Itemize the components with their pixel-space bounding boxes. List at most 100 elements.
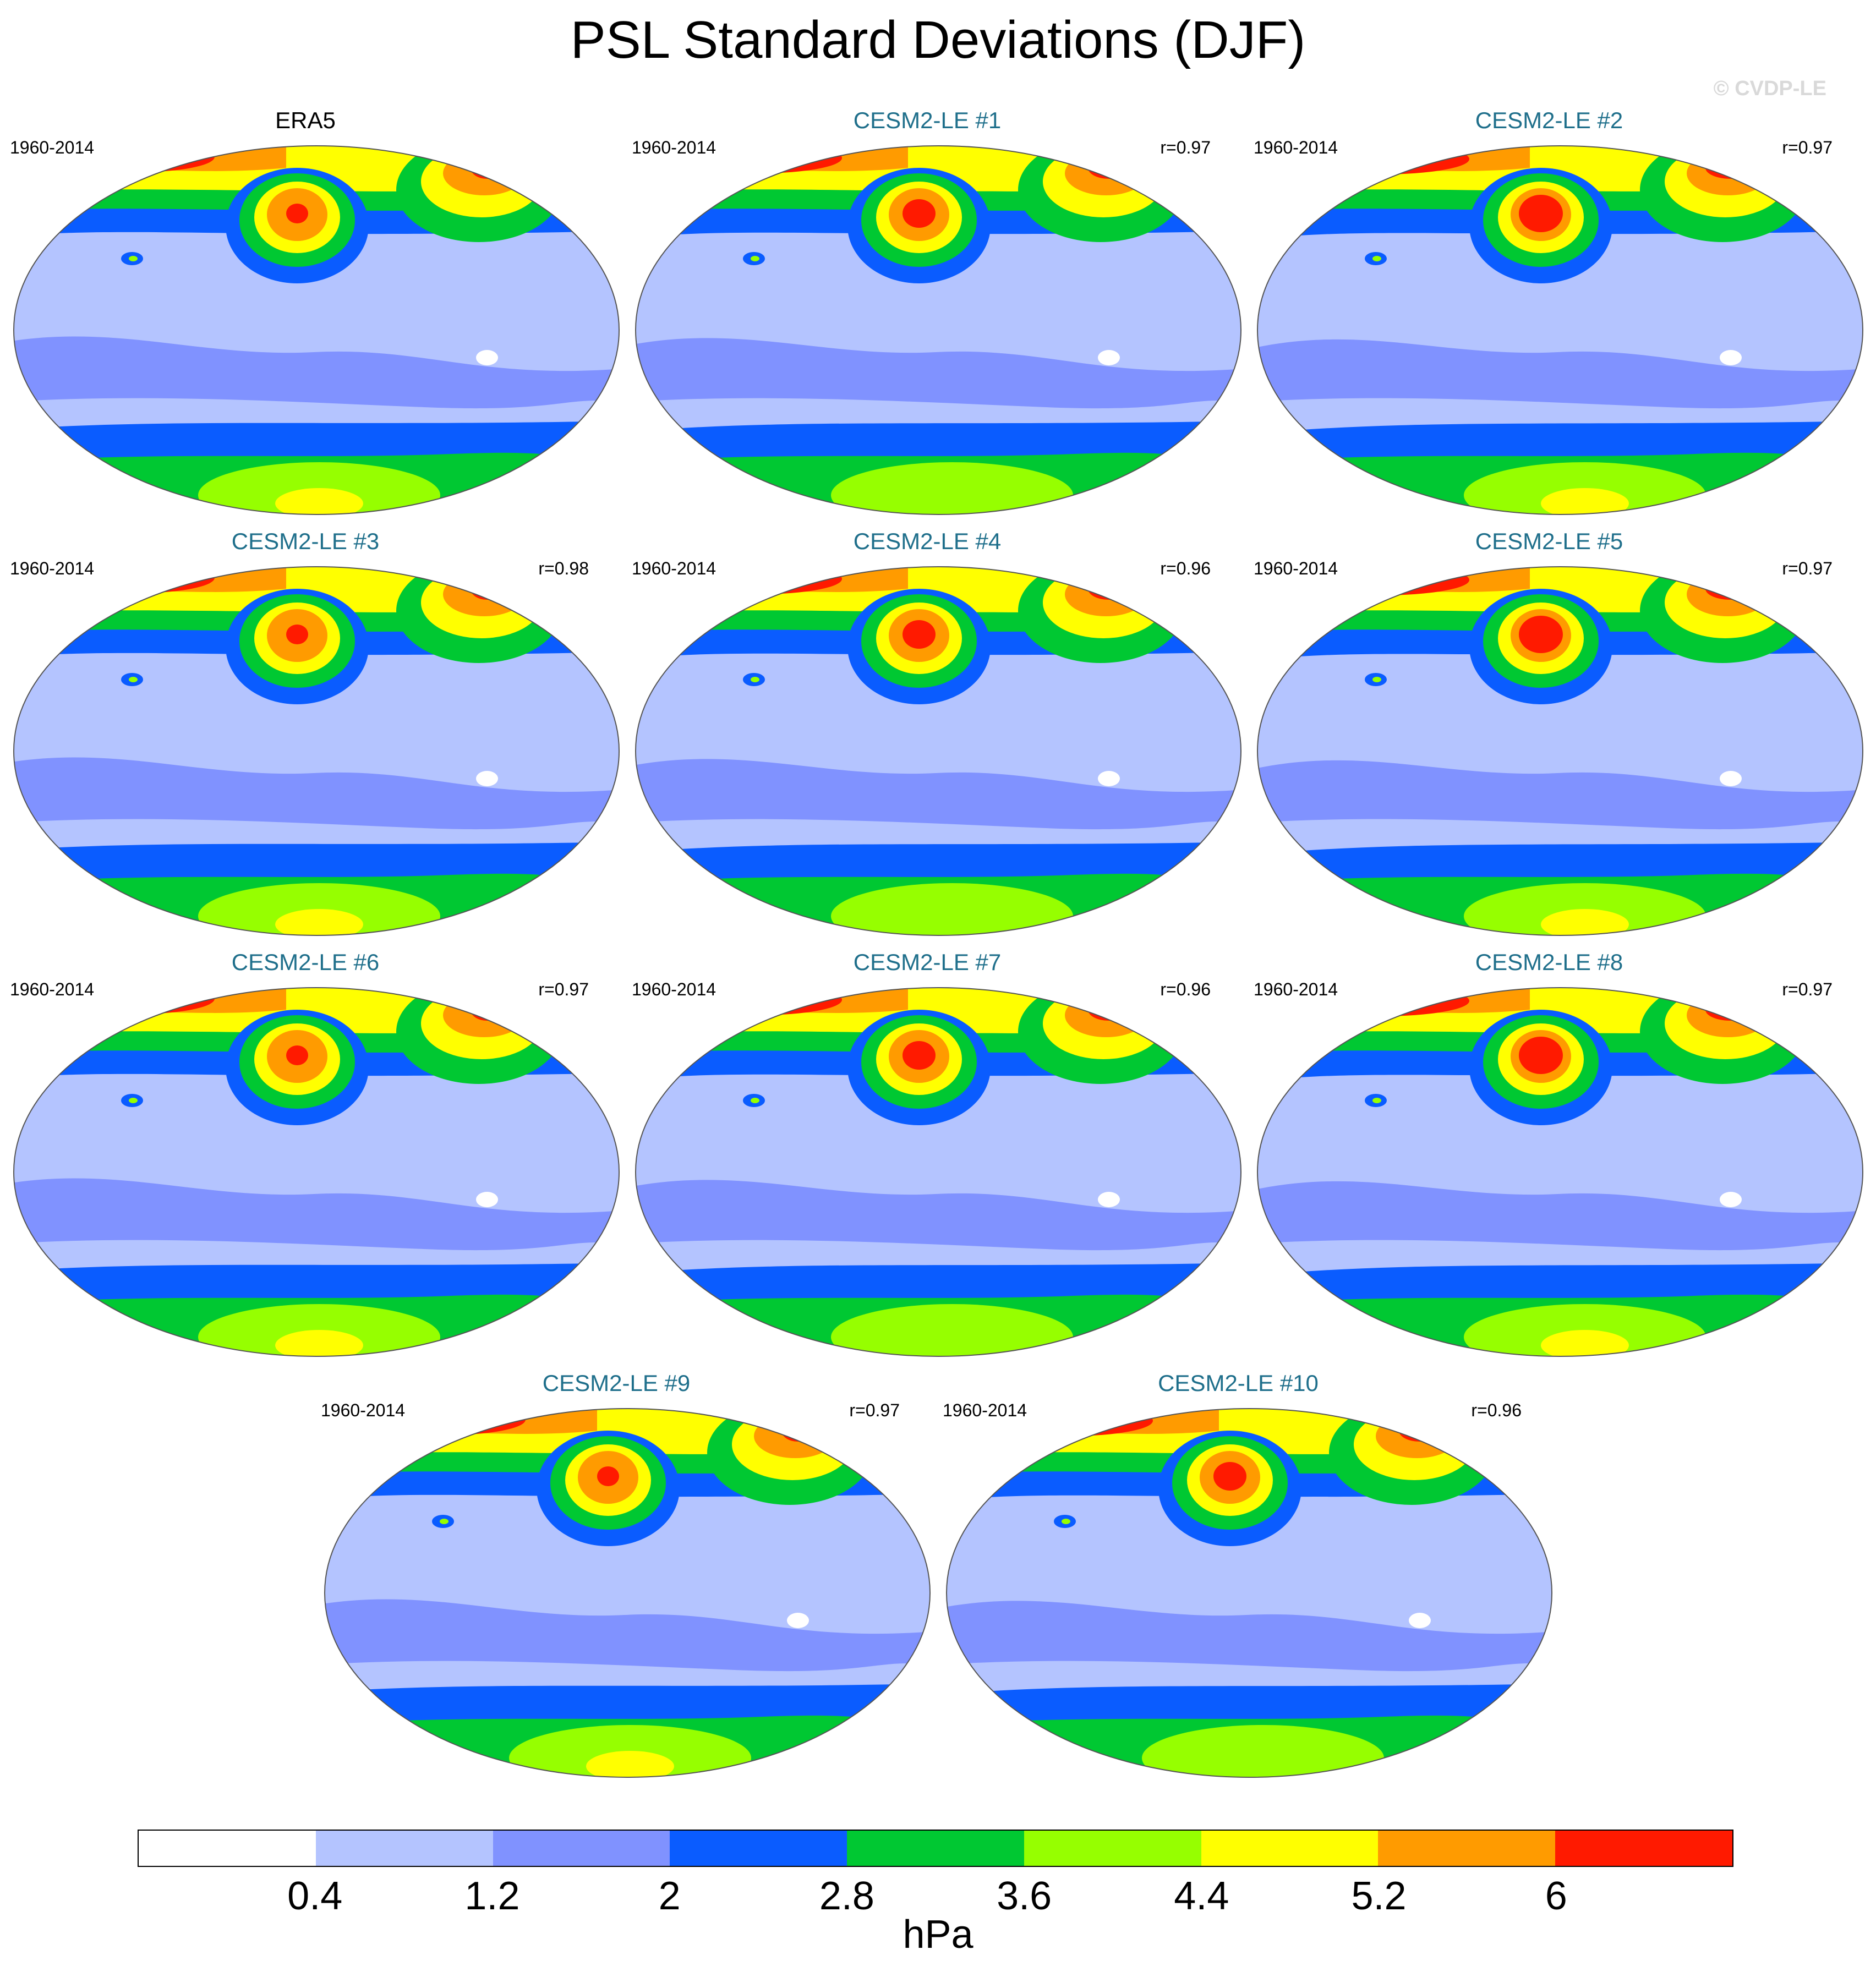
map-panel: CESM2-LE #1 1960-2014 r=0.97 xyxy=(622,107,1241,515)
colorbar-swatch xyxy=(1024,1831,1201,1866)
east-lobe-orange xyxy=(1687,151,1769,195)
colorbar-swatch xyxy=(847,1831,1024,1866)
low-variance-patch xyxy=(1720,350,1742,365)
panel-title: CESM2-LE #10 xyxy=(1158,1370,1319,1396)
colorbar-swatch xyxy=(315,1831,493,1866)
north-pacific-peak xyxy=(988,1409,1153,1436)
antarctic-core xyxy=(275,909,363,935)
antarctic-core xyxy=(1541,488,1629,514)
low-variance-patch xyxy=(476,1192,498,1207)
east-lobe-core xyxy=(1705,578,1756,600)
east-lobe-orange xyxy=(443,572,526,616)
east-lobe-core xyxy=(1705,999,1756,1021)
cyclone-core xyxy=(903,199,936,228)
map-outline xyxy=(13,566,620,936)
cyclone-core xyxy=(597,1466,619,1486)
colorbar-tick-label: 2 xyxy=(658,1874,681,1918)
east-lobe-core xyxy=(471,157,504,179)
panel-title: CESM2-LE #4 xyxy=(853,528,1002,554)
colorbar-tick-label: 0.4 xyxy=(287,1874,343,1918)
east-lobe-core xyxy=(781,1420,814,1442)
east-lobe-orange xyxy=(1065,572,1147,616)
map-plot xyxy=(324,1408,931,1778)
low-variance-patch xyxy=(476,771,498,786)
colorbar-swatch xyxy=(139,1831,316,1866)
map-panel: CESM2-LE #2 1960-2014 r=0.97 xyxy=(1244,107,1863,515)
east-lobe-orange xyxy=(443,151,526,195)
colorbar-tick-label: 3.6 xyxy=(997,1874,1052,1918)
cyclone-core xyxy=(1213,1462,1246,1491)
map-panel: CESM2-LE #3 1960-2014 r=0.98 xyxy=(0,528,620,936)
map-outline xyxy=(1257,145,1863,515)
panel-years: 1960-2014 xyxy=(10,558,95,578)
map-plot xyxy=(635,566,1241,936)
colorbar-tick-label: 5.2 xyxy=(1351,1874,1407,1918)
east-lobe-core xyxy=(1088,157,1130,179)
map-panel: CESM2-LE #9 1960-2014 r=0.97 xyxy=(311,1370,931,1778)
colorbar-swatch xyxy=(1555,1831,1733,1866)
panel-years: 1960-2014 xyxy=(1254,979,1338,999)
panel-title: ERA5 xyxy=(275,107,336,133)
colorbar-tick-label: 2.8 xyxy=(819,1874,874,1918)
cyclone-core xyxy=(286,625,308,644)
east-lobe-core xyxy=(471,578,504,600)
panel-title: CESM2-LE #7 xyxy=(853,949,1002,975)
panel-correlation: r=0.96 xyxy=(1471,1400,1522,1420)
antarctic-core xyxy=(275,1330,363,1356)
north-pacific-orange xyxy=(977,1409,1219,1436)
map-panel: CESM2-LE #7 1960-2014 r=0.96 xyxy=(622,949,1241,1357)
map-plot xyxy=(13,145,620,515)
low-variance-patch xyxy=(1098,1192,1120,1207)
colorbar-swatch xyxy=(1378,1831,1556,1866)
panel-years: 1960-2014 xyxy=(1254,558,1338,578)
panel-title: CESM2-LE #1 xyxy=(853,107,1002,133)
antarctic-core xyxy=(1219,1751,1307,1777)
map-outline xyxy=(946,1408,1552,1778)
panel-title: CESM2-LE #2 xyxy=(1475,107,1623,133)
highland-core xyxy=(1062,1519,1070,1524)
panel-years: 1960-2014 xyxy=(1254,138,1338,157)
panel-correlation: r=0.98 xyxy=(538,558,589,578)
low-variance-patch xyxy=(1098,350,1120,365)
map-panel: ERA5 1960-2014 xyxy=(0,107,620,515)
east-lobe-orange xyxy=(754,1414,836,1458)
low-variance-patch xyxy=(1098,771,1120,786)
panel-years: 1960-2014 xyxy=(632,558,717,578)
cyclone-core xyxy=(286,204,308,223)
north-pacific-orange xyxy=(666,567,908,594)
highland-core xyxy=(440,1519,449,1524)
panel-years: 1960-2014 xyxy=(632,138,717,157)
colorbar-tick-label: 6 xyxy=(1545,1874,1567,1918)
cyclone-core xyxy=(1519,195,1563,232)
panel-correlation: r=0.97 xyxy=(1782,138,1833,157)
panel-title: CESM2-LE #3 xyxy=(231,528,380,554)
antarctic-core xyxy=(1541,909,1629,935)
east-lobe-orange xyxy=(1376,1414,1458,1458)
north-pacific-orange xyxy=(666,146,908,173)
map-panel: CESM2-LE #8 1960-2014 r=0.97 xyxy=(1244,949,1863,1357)
colorbar-swatch xyxy=(493,1831,670,1866)
east-lobe-orange xyxy=(1687,993,1769,1037)
cyclone-core xyxy=(1519,616,1563,653)
north-pacific-orange xyxy=(1288,146,1530,173)
map-plot xyxy=(635,987,1241,1357)
north-pacific-peak xyxy=(677,988,842,1015)
figure-title: PSL Standard Deviations (DJF) xyxy=(570,10,1306,69)
map-panel: CESM2-LE #4 1960-2014 r=0.96 xyxy=(622,528,1241,936)
panel-title: CESM2-LE #6 xyxy=(231,949,380,975)
north-pacific-peak xyxy=(1293,567,1469,595)
highland-core xyxy=(129,256,138,261)
north-pacific-peak xyxy=(1293,988,1469,1016)
north-pacific-orange xyxy=(44,567,286,594)
panel-years: 1960-2014 xyxy=(943,1400,1027,1420)
map-outline xyxy=(635,566,1241,936)
east-lobe-core xyxy=(1705,157,1756,179)
map-plot xyxy=(1257,987,1863,1357)
panel-correlation: r=0.97 xyxy=(1782,979,1833,999)
north-pacific-orange xyxy=(44,146,286,173)
east-lobe-core xyxy=(1088,999,1130,1021)
low-variance-patch xyxy=(476,350,498,365)
panel-years: 1960-2014 xyxy=(321,1400,406,1420)
map-outline xyxy=(635,987,1241,1357)
colorbar xyxy=(138,1830,1733,1867)
